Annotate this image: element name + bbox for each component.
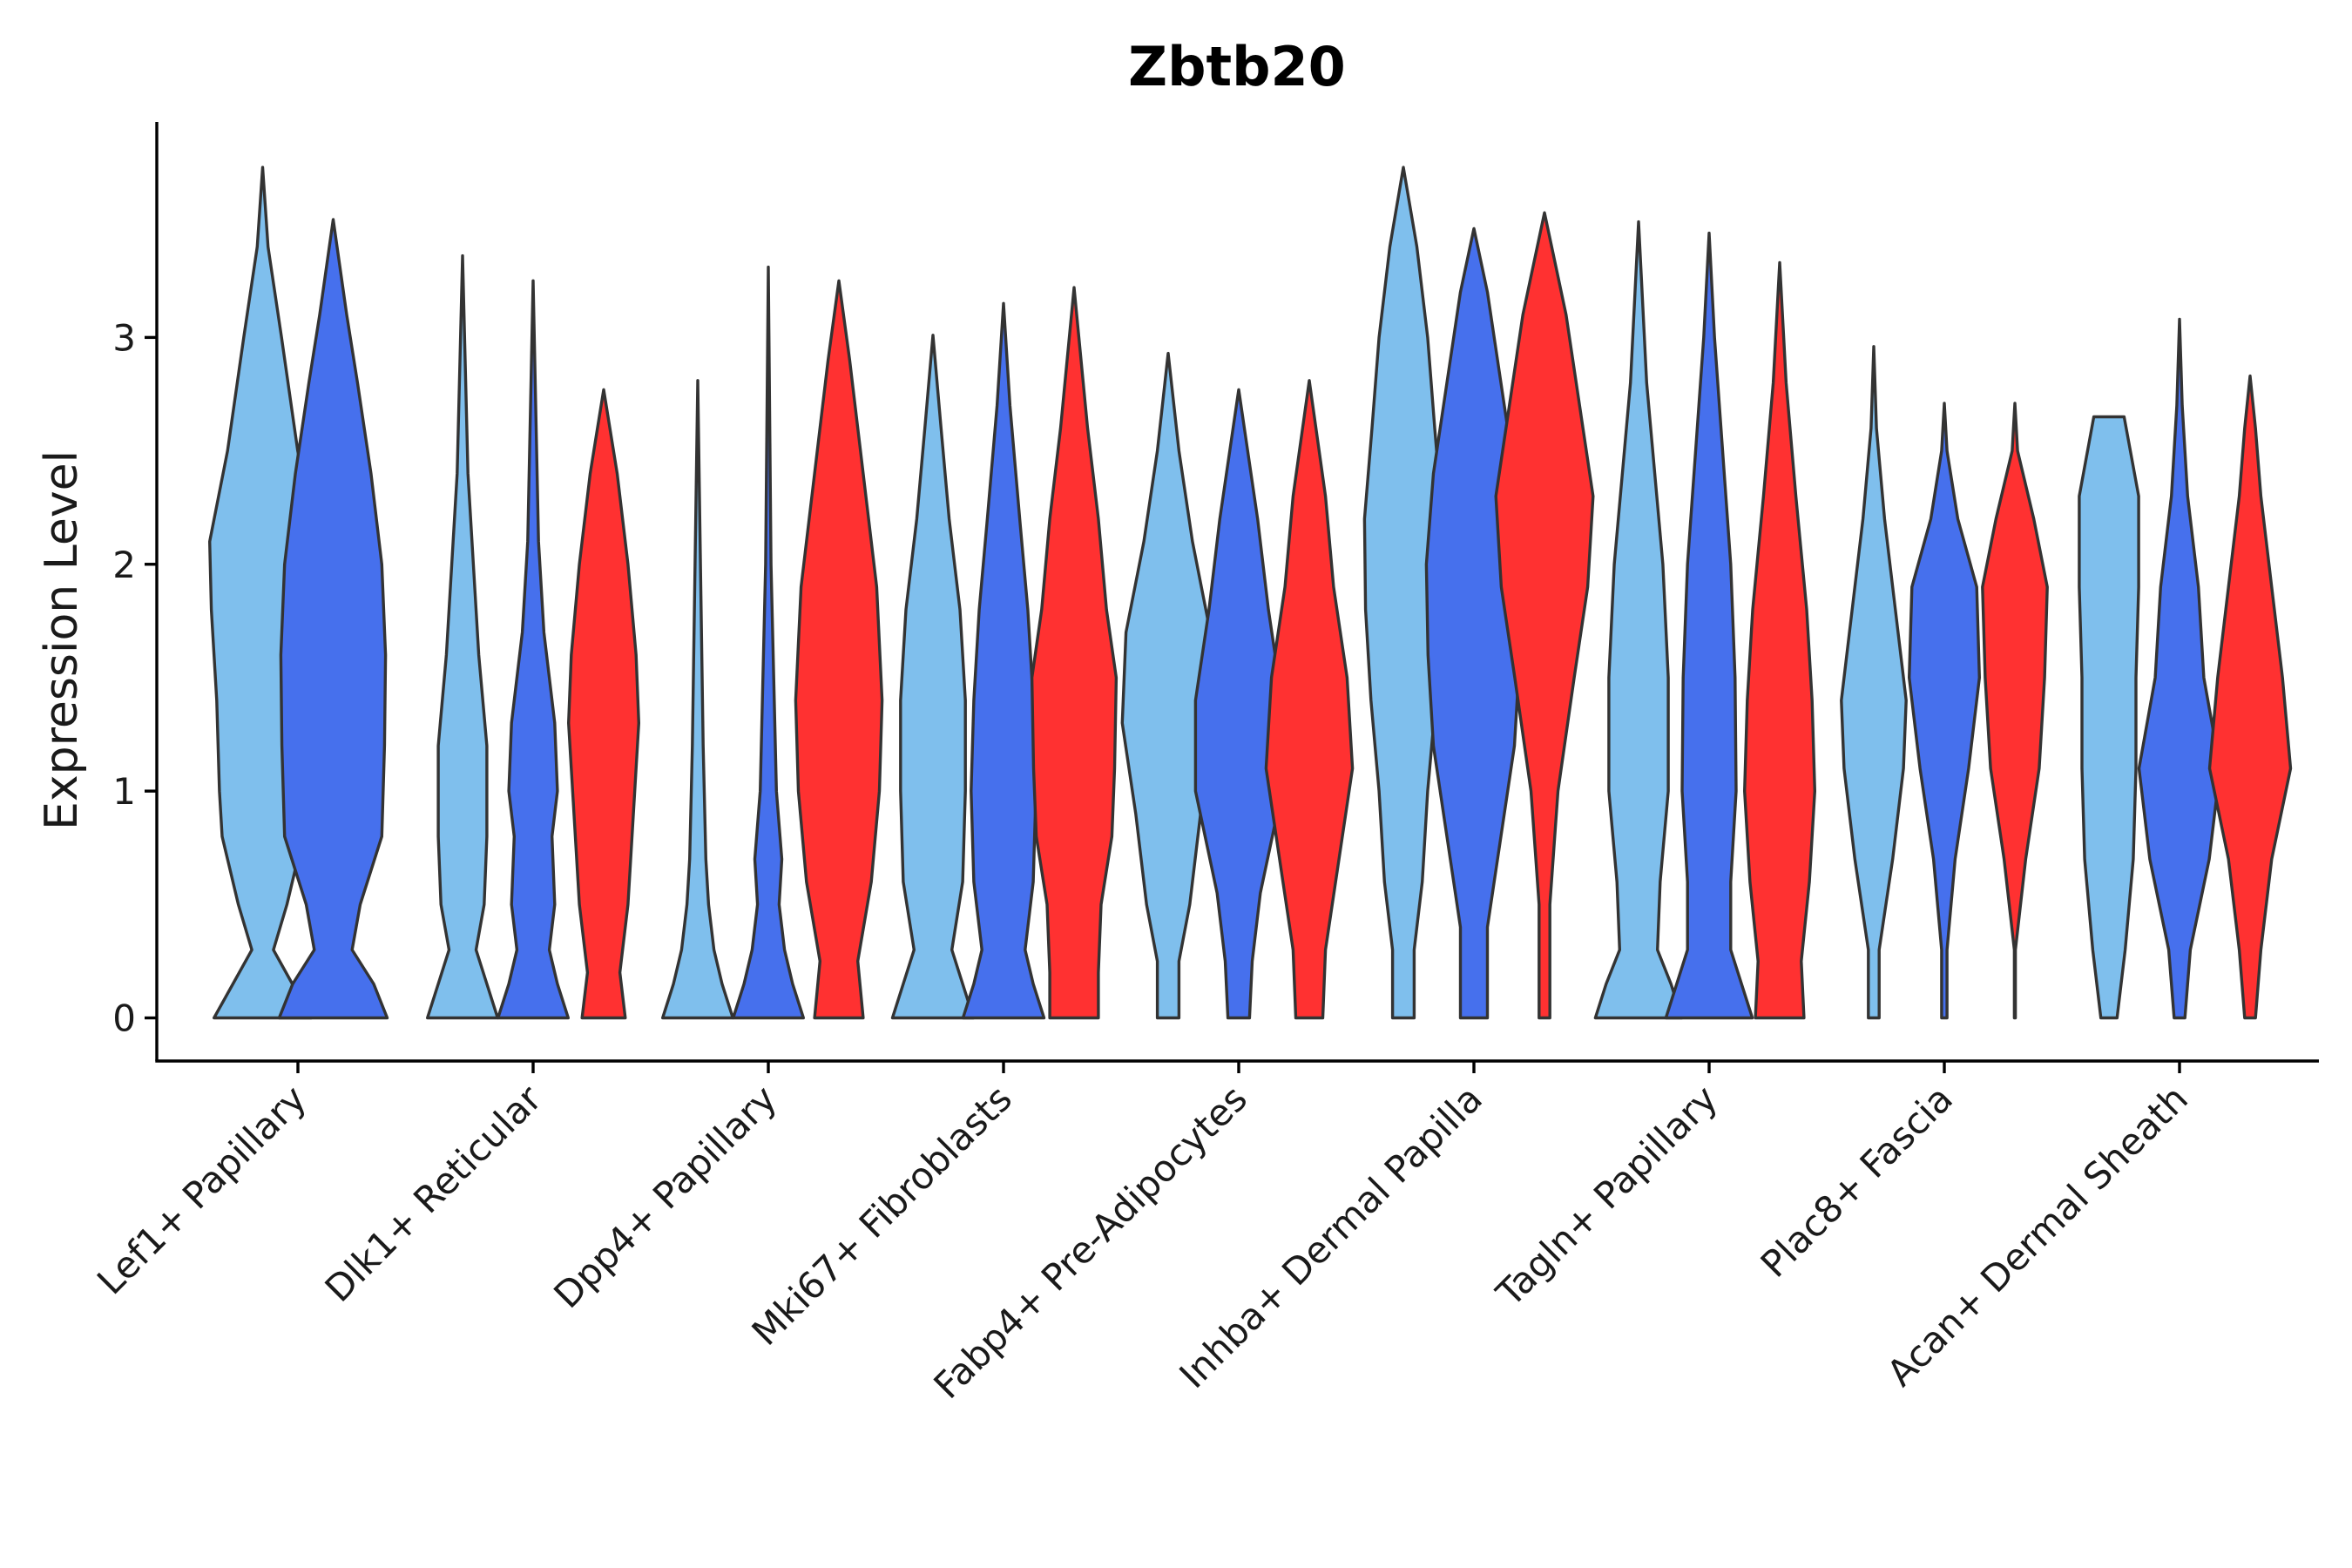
chart-title: Zbtb20 [1128, 35, 1346, 98]
violins-layer [208, 166, 2293, 1020]
violin-1-2 [277, 218, 389, 1020]
violin-8-1 [1840, 345, 1908, 1020]
violin-8-2 [1908, 402, 1981, 1020]
violin-3-1 [661, 379, 734, 1020]
violin-4-3 [1030, 286, 1119, 1020]
violin-4-1 [890, 334, 976, 1020]
violin-9-1 [2078, 415, 2140, 1020]
violin-9-3 [2207, 374, 2293, 1020]
violin-3-2 [732, 265, 805, 1020]
x-tick-label-4: Mki67+ Fibroblasts [744, 1077, 1020, 1353]
violin-2-3 [567, 388, 640, 1020]
y-tick-label-0: 0 [112, 997, 136, 1040]
y-axis-title: Expression Level [36, 450, 88, 830]
x-tick-label-8: Plac8+ Fascia [1753, 1077, 1961, 1285]
x-tick-label-7: Tagln+ Papillary [1488, 1077, 1726, 1315]
violin-7-1 [1593, 220, 1684, 1020]
violin-6-1 [1362, 166, 1444, 1020]
violin-2-2 [497, 279, 570, 1020]
violin-2-1 [426, 253, 499, 1020]
violin-9-2 [2137, 317, 2222, 1020]
violin-6-3 [1494, 211, 1595, 1020]
violin-3-3 [794, 279, 884, 1020]
x-tick-label-1: Lef1+ Papillary [89, 1077, 314, 1302]
violin-5-3 [1264, 379, 1355, 1020]
violin-8-3 [1981, 402, 2049, 1020]
x-tick-label-3: Dpp4+ Papillary [545, 1077, 785, 1316]
violin-7-3 [1743, 260, 1816, 1020]
violin-4-2 [961, 301, 1046, 1020]
x-tick-label-2: Dlk1+ Reticular [317, 1077, 551, 1310]
y-tick-label-2: 2 [112, 544, 136, 586]
violin-5-2 [1193, 388, 1284, 1020]
violin-5-1 [1120, 351, 1216, 1020]
y-tick-label-3: 3 [112, 316, 136, 359]
violin-6-2 [1424, 226, 1524, 1020]
y-axis: 0 1 2 3 [112, 122, 159, 1061]
violin-7-2 [1664, 231, 1754, 1020]
y-tick-label-1: 1 [112, 770, 136, 813]
